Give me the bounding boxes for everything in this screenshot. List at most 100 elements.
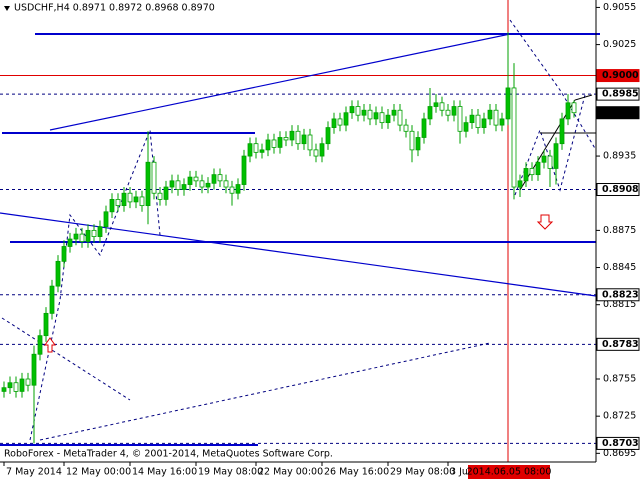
candle-body	[535, 161, 541, 176]
wave-path	[509, 19, 597, 151]
candle-body	[343, 112, 349, 126]
channel-line	[1, 317, 131, 401]
level-label: 0.8970	[602, 107, 639, 118]
candle-body	[421, 118, 427, 138]
labels: 0.9055 0.9025 0.8935 0.8875 0.8845 0.8815 0.87…	[3, 2, 640, 479]
x-tick-label: 19 May 08:00	[198, 467, 263, 478]
candle-body	[361, 109, 367, 116]
level-tag	[596, 87, 640, 101]
trend-line	[0, 212, 597, 297]
down-arrow	[536, 214, 554, 230]
candle-body	[13, 382, 19, 392]
candle-body	[229, 186, 235, 194]
candle-body	[505, 87, 511, 120]
level-label: 0.8703	[602, 438, 639, 449]
candles	[1, 32, 577, 444]
level-tag	[596, 337, 640, 351]
candle-body	[181, 184, 187, 190]
candle-body	[433, 102, 439, 107]
candle-body	[499, 118, 505, 126]
level-tag	[596, 288, 640, 302]
candle-body	[67, 238, 73, 247]
candle-body	[271, 139, 277, 148]
crosshair-label: 2014.06.05 08:00	[467, 467, 552, 478]
candle-body	[193, 176, 199, 182]
candle-body	[289, 130, 295, 141]
candle-body	[571, 102, 577, 114]
copyright: RoboForex - MetaTrader 4, © 2001-2014, M…	[4, 449, 333, 460]
y-tick-label: 0.8845	[603, 262, 636, 273]
candle-body	[469, 114, 475, 124]
candle-body	[205, 182, 211, 188]
candle-body	[349, 106, 355, 114]
y-tick-label: 0.8935	[603, 151, 636, 162]
level-label: 0.9000	[602, 70, 639, 81]
candle-body	[409, 130, 415, 151]
candle-body	[475, 114, 481, 128]
candle-body	[37, 335, 43, 355]
candle-body	[385, 114, 391, 124]
candle-body	[223, 180, 229, 188]
candle-body	[163, 186, 169, 200]
y-tick-label: 0.8695	[603, 448, 636, 459]
channel-line	[39, 342, 491, 441]
candle-body	[241, 155, 247, 185]
candle-body	[103, 211, 109, 228]
candle-body	[481, 118, 487, 128]
candle-body	[79, 233, 85, 242]
candle-body	[439, 102, 445, 111]
candle-body	[283, 137, 289, 141]
candle-body	[541, 155, 547, 163]
candle-body	[307, 134, 313, 151]
candle-body	[463, 122, 469, 132]
candle-body	[445, 109, 451, 116]
candle-body	[109, 199, 115, 213]
candle-body	[133, 196, 139, 203]
candle-body	[169, 180, 175, 188]
candle-body	[301, 134, 307, 145]
level-label: 0.8823	[602, 289, 639, 300]
candle-body	[55, 260, 61, 287]
y-tick-label: 0.8815	[603, 299, 636, 310]
candle-body	[511, 87, 517, 188]
candle-body	[391, 109, 397, 116]
candle-body	[157, 192, 163, 200]
candle-body	[145, 161, 151, 207]
candle-body	[403, 124, 409, 132]
level-label: 0.8985	[602, 89, 639, 100]
wave-path	[29, 129, 161, 441]
candle-body	[7, 382, 13, 389]
candle-body	[19, 378, 25, 392]
candle-body	[61, 246, 67, 262]
candle-body	[211, 174, 217, 184]
trend-line	[49, 33, 511, 131]
candle-body	[265, 139, 271, 151]
candle-body	[415, 137, 421, 151]
candle-body	[199, 180, 205, 188]
candle-body	[187, 176, 193, 185]
candle-body	[523, 168, 529, 182]
candle-body	[139, 196, 145, 207]
candle-body	[367, 109, 373, 120]
y-tick-label: 0.9025	[603, 39, 636, 50]
candle-body	[85, 229, 91, 242]
candle-body	[1, 387, 7, 392]
x-tick-label: 14 May 16:00	[132, 467, 197, 478]
candle-body	[493, 109, 499, 126]
candle-body	[49, 285, 55, 314]
candle-body	[73, 233, 79, 240]
candle-body	[529, 168, 535, 176]
candle-body	[313, 149, 319, 157]
candle-body	[175, 180, 181, 190]
candle-body	[487, 109, 493, 120]
candle-body	[397, 109, 403, 126]
level-tag	[596, 69, 640, 83]
candle-body	[553, 143, 559, 169]
candle-body	[151, 161, 157, 194]
x-tick-label: 26 May 16:00	[324, 467, 389, 478]
x-tick-label: 22 May 00:00	[258, 467, 323, 478]
wave-path	[514, 94, 586, 196]
candle-body	[457, 106, 463, 132]
candle-body	[517, 180, 523, 188]
